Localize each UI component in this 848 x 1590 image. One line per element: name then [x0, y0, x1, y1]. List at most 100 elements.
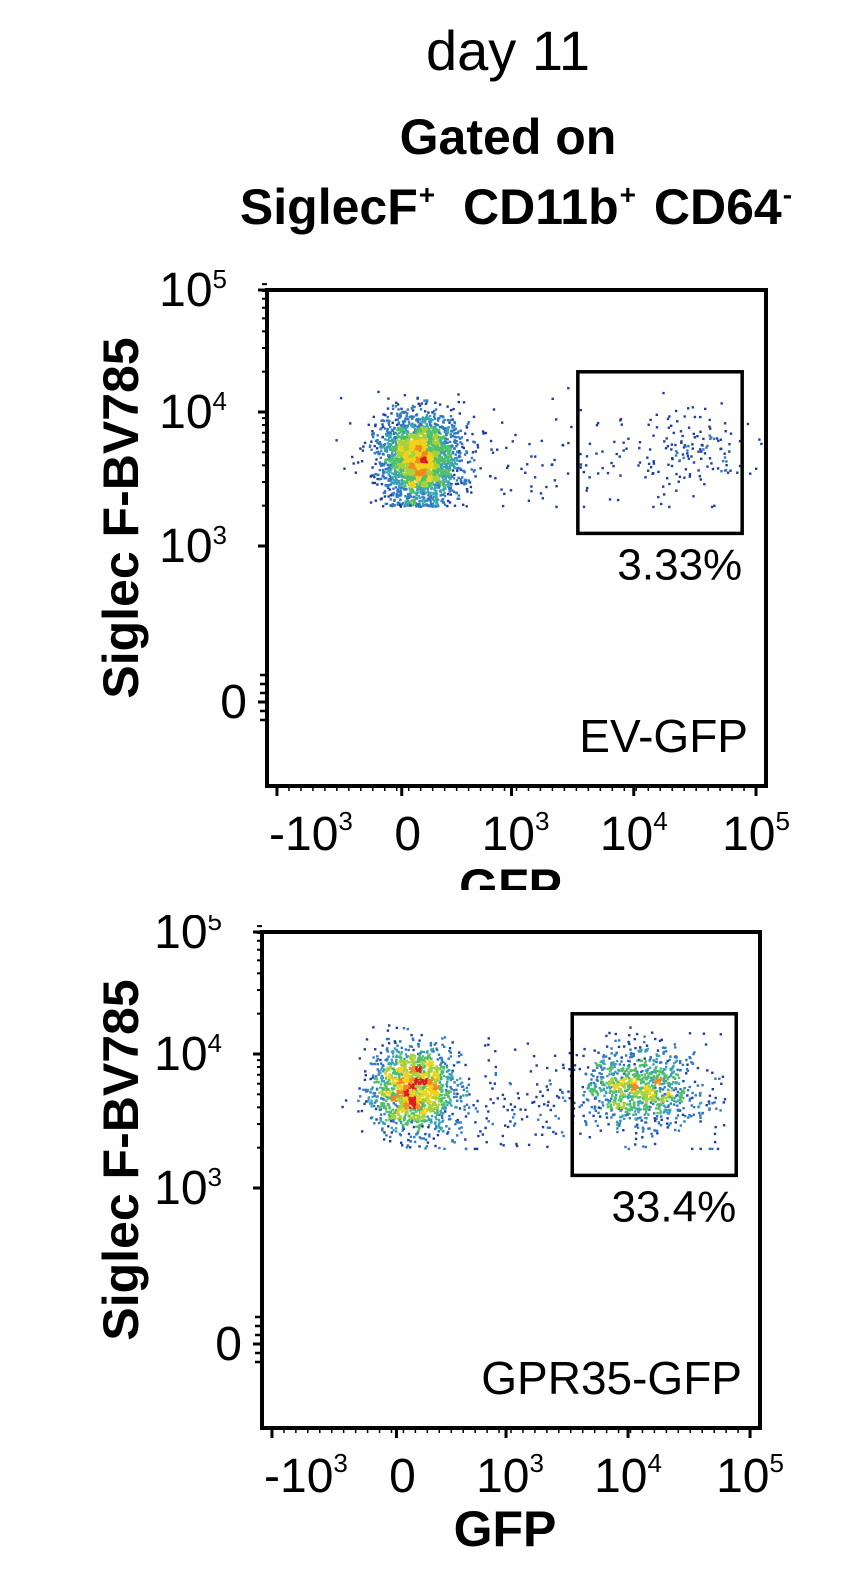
data-point: [415, 440, 418, 443]
data-point: [407, 469, 410, 473]
data-point: [412, 502, 416, 505]
data-point: [411, 467, 414, 470]
data-point: [686, 454, 690, 458]
data-point: [443, 430, 447, 434]
data-point: [453, 461, 457, 464]
data-point: [384, 438, 387, 441]
data-point: [699, 1091, 702, 1095]
data-point: [412, 415, 415, 418]
data-point: [620, 1069, 623, 1073]
data-point: [453, 473, 456, 477]
data-point: [634, 1074, 637, 1077]
data-point: [614, 1083, 617, 1086]
data-point: [422, 1070, 426, 1073]
data-point: [699, 448, 702, 451]
data-point: [440, 1126, 443, 1130]
data-point: [651, 1102, 655, 1106]
data-point: [420, 459, 423, 463]
data-point: [408, 1075, 411, 1078]
data-point: [379, 1083, 383, 1086]
data-point: [390, 428, 394, 432]
data-point: [396, 1069, 399, 1072]
data-point: [405, 480, 408, 484]
data-point: [429, 1090, 432, 1093]
data-point: [391, 456, 395, 460]
data-point: [652, 505, 655, 509]
data-point: [400, 1108, 403, 1111]
data-point: [687, 426, 691, 429]
data-point: [407, 494, 410, 497]
data-point: [459, 1082, 462, 1085]
data-point: [453, 435, 456, 439]
data-point: [427, 427, 431, 430]
data-point: [630, 1095, 633, 1098]
data-point: [438, 460, 441, 463]
data-point: [582, 1114, 585, 1118]
data-point: [398, 484, 401, 487]
data-point: [654, 1091, 657, 1094]
data-point: [610, 461, 613, 465]
data-point: [616, 498, 620, 502]
data-point: [647, 1081, 650, 1085]
data-point: [414, 1082, 418, 1085]
data-point: [406, 502, 409, 506]
data-point: [401, 423, 404, 427]
data-point: [401, 1144, 404, 1147]
data-point: [423, 417, 427, 420]
data-point: [648, 448, 652, 451]
data-point: [352, 462, 355, 465]
data-point: [459, 437, 462, 440]
data-point: [435, 503, 439, 506]
data-point: [425, 452, 429, 455]
data-point: [389, 1062, 393, 1065]
data-point: [393, 1040, 396, 1043]
data-point: [431, 480, 434, 483]
data-point: [406, 438, 410, 441]
data-point: [410, 489, 413, 493]
data-point: [404, 1092, 408, 1095]
data-point: [397, 1050, 400, 1054]
data-point: [414, 496, 417, 499]
data-point: [436, 456, 439, 459]
data-point: [424, 491, 427, 495]
data-point: [683, 415, 686, 418]
data-point: [443, 435, 446, 438]
data-point: [629, 1085, 632, 1089]
data-point: [401, 427, 405, 431]
data-point: [640, 1048, 643, 1052]
data-point: [411, 435, 414, 439]
x-tick-label: 103: [482, 806, 550, 861]
data-point: [413, 1118, 416, 1121]
data-point: [422, 1091, 426, 1095]
data-point: [451, 458, 454, 461]
data-point: [398, 1119, 401, 1122]
data-point: [387, 1062, 391, 1065]
data-point: [399, 1040, 402, 1043]
data-point: [401, 1081, 405, 1084]
data-point: [460, 1131, 463, 1134]
data-point: [443, 443, 446, 446]
data-point: [362, 1088, 365, 1092]
data-point: [397, 481, 400, 484]
data-point: [390, 1126, 393, 1129]
data-point: [369, 1077, 372, 1081]
data-point: [439, 480, 443, 483]
data-point: [392, 461, 395, 464]
data-point: [585, 1123, 588, 1126]
data-point: [367, 1100, 370, 1103]
data-point: [670, 448, 673, 451]
data-point: [406, 445, 410, 448]
data-point: [432, 431, 435, 434]
data-point: [380, 449, 383, 452]
data-point: [391, 503, 395, 506]
data-point: [624, 1110, 627, 1114]
data-point: [387, 421, 390, 425]
data-point: [420, 1123, 424, 1126]
data-point: [419, 423, 423, 427]
data-point: [427, 417, 430, 420]
data-point: [399, 1134, 403, 1137]
data-point: [424, 478, 428, 481]
data-point: [440, 1090, 443, 1094]
data-point: [585, 489, 588, 492]
